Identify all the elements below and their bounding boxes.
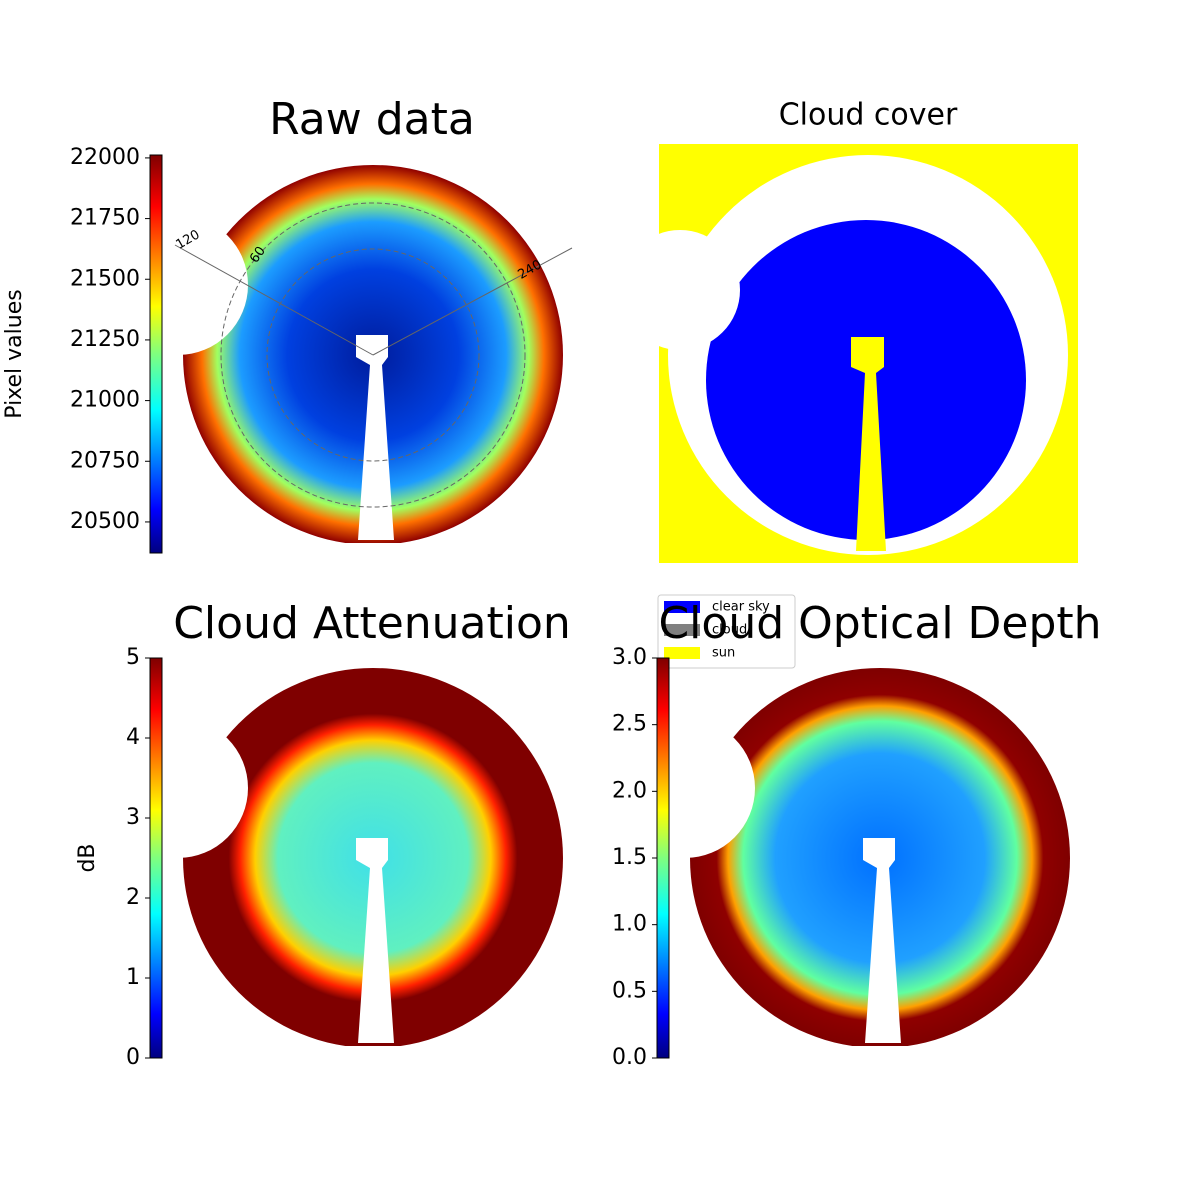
colorbar-tick-label: 0 bbox=[126, 1045, 140, 1070]
colorbar-tick-label: 20750 bbox=[70, 448, 140, 473]
mast bbox=[851, 337, 886, 551]
colorbar-tick-label: 0.0 bbox=[612, 1045, 647, 1070]
colorbar-tick-label: 2.0 bbox=[612, 778, 647, 803]
bottom-cut bbox=[173, 543, 573, 563]
colorbar-tick-label: 5 bbox=[126, 645, 140, 670]
sky-image bbox=[615, 668, 1080, 1066]
colorbar-label: dB bbox=[75, 843, 100, 872]
bottom-cut bbox=[680, 1046, 1080, 1066]
mast bbox=[356, 838, 394, 1043]
sky-image bbox=[108, 165, 573, 563]
obstruction bbox=[620, 230, 740, 350]
colorbar-tick-label: 0.5 bbox=[612, 978, 647, 1003]
legend-swatch bbox=[664, 624, 700, 636]
legend-swatch bbox=[664, 647, 700, 659]
panel-title: Cloud cover bbox=[779, 98, 958, 133]
colorbar-tick-label: 3.0 bbox=[612, 645, 647, 670]
colorbar-tick-label: 21500 bbox=[70, 266, 140, 291]
panel-title: Cloud Optical Depth bbox=[658, 598, 1101, 649]
legend-label: clear sky bbox=[712, 600, 770, 615]
colorbar-tick-label: 1.0 bbox=[612, 912, 647, 937]
colorbar-tick-label: 3 bbox=[126, 805, 140, 830]
colorbar-tick-label: 20500 bbox=[70, 509, 140, 534]
polar-spoke bbox=[174, 244, 374, 356]
mast bbox=[863, 838, 901, 1043]
obstruction bbox=[108, 718, 248, 858]
colorbar bbox=[149, 154, 163, 554]
colorbar-tick-label: 2 bbox=[126, 885, 140, 910]
colorbar-tick-label: 22000 bbox=[70, 145, 140, 170]
colorbar-tick-label: 2.5 bbox=[612, 712, 647, 737]
bottom-cut bbox=[173, 1046, 573, 1066]
legend: clear sky cloud sun bbox=[657, 594, 796, 669]
colorbar-tick-label: 1.5 bbox=[612, 845, 647, 870]
colorbar-tick-label: 21750 bbox=[70, 206, 140, 231]
colorbar bbox=[149, 657, 163, 1059]
obstruction bbox=[615, 718, 755, 858]
mast bbox=[356, 335, 394, 540]
legend-label: sun bbox=[712, 646, 735, 661]
colorbar bbox=[656, 657, 670, 1059]
colorbar-tick-label: 1 bbox=[126, 965, 140, 990]
legend-swatch bbox=[664, 601, 700, 613]
polar-grid bbox=[174, 202, 573, 508]
colorbar-tick-label: 21250 bbox=[70, 327, 140, 352]
sky-image bbox=[108, 668, 573, 1066]
polar-ring bbox=[266, 248, 480, 462]
legend-label: cloud bbox=[712, 623, 747, 638]
panel-title: Raw data bbox=[269, 94, 475, 145]
colorbar-tick-label: 21000 bbox=[70, 388, 140, 413]
colorbar-tick-label: 4 bbox=[126, 725, 140, 750]
panel-title: Cloud Attenuation bbox=[173, 598, 571, 649]
colorbar-label: Pixel values bbox=[2, 289, 27, 418]
polar-ring bbox=[220, 202, 526, 508]
polar-spoke bbox=[372, 247, 573, 356]
obstruction bbox=[108, 215, 248, 355]
